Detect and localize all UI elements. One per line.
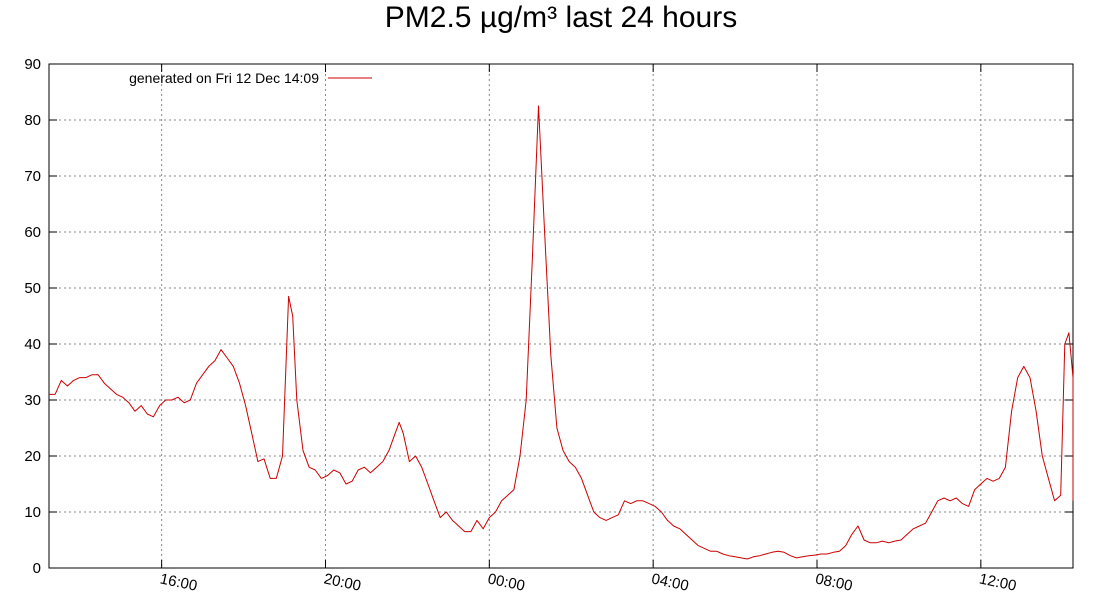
- legend: generated on Fri 12 Dec 14:09: [129, 70, 372, 86]
- y-tick-label: 50: [24, 280, 41, 297]
- y-tick-label: 40: [24, 336, 41, 353]
- x-tick-label: 00:00: [486, 570, 526, 594]
- y-tick-label: 70: [24, 168, 41, 185]
- x-tick-label: 04:00: [650, 570, 690, 594]
- x-tick-label: 12:00: [978, 570, 1018, 594]
- pm25-series-line: [49, 105, 1074, 560]
- axis-ticks: 0 10 20 30 40 50 60 70 80 90 16:00 20:00 00:00 04:00 0…: [24, 56, 1073, 595]
- x-tick-label: 20:00: [322, 570, 362, 594]
- y-tick-label: 20: [24, 448, 41, 465]
- x-tick-label: 08:00: [814, 570, 854, 594]
- y-tick-label: 30: [24, 392, 41, 409]
- y-tick-label: 60: [24, 224, 41, 241]
- y-tick-label: 80: [24, 112, 41, 129]
- y-tick-label: 90: [24, 56, 41, 73]
- y-tick-label: 0: [33, 560, 41, 577]
- legend-label: generated on Fri 12 Dec 14:09: [129, 70, 319, 86]
- chart-title: PM2.5 µg/m³ last 24 hours: [385, 1, 737, 34]
- grid-lines: [49, 64, 1073, 568]
- x-tick-label: 16:00: [158, 570, 198, 594]
- plot-frame: [48, 63, 1074, 569]
- y-tick-label: 10: [24, 504, 41, 521]
